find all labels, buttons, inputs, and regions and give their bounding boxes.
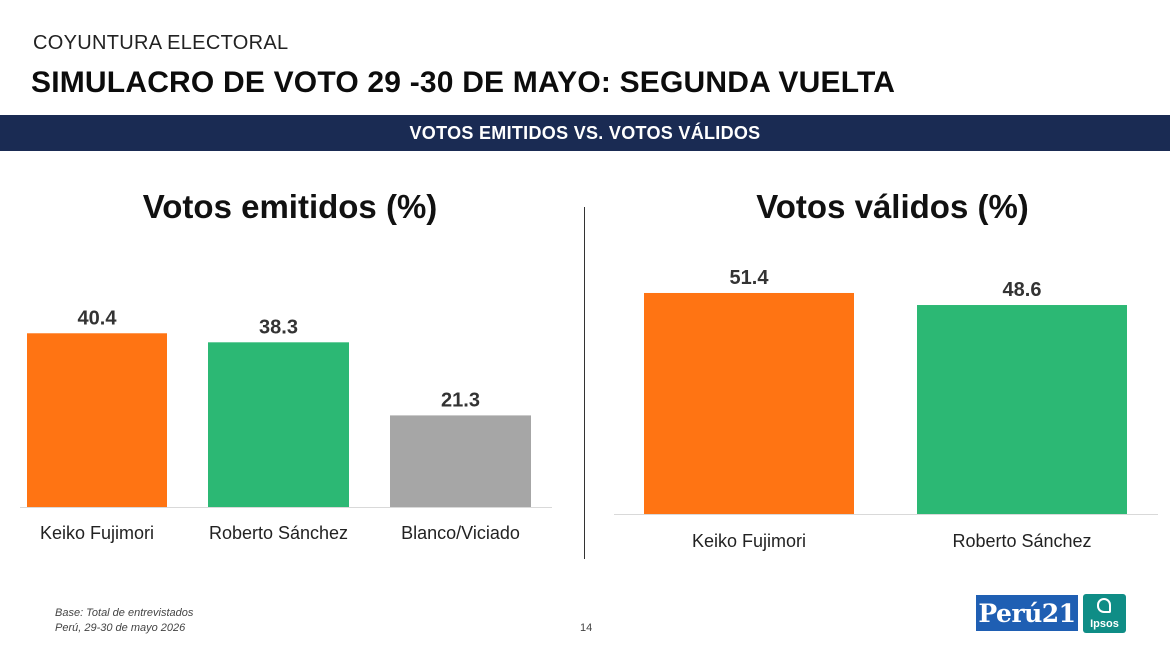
section-band: VOTOS EMITIDOS VS. VOTOS VÁLIDOS — [0, 115, 1170, 151]
page-number: 14 — [580, 622, 593, 634]
data-label-validos-2: 48.6 — [1003, 279, 1042, 301]
category-label-validos-2: Roberto Sánchez — [952, 531, 1091, 551]
data-label-emitidos-3: 21.3 — [441, 389, 480, 411]
chart-title-emitidos: Votos emitidos (%) — [142, 188, 438, 225]
bar-emitidos-1 — [27, 333, 167, 507]
section-band-label: VOTOS EMITIDOS VS. VOTOS VÁLIDOS — [409, 122, 761, 143]
ipsos-logo-text: Ipsos — [1090, 618, 1119, 630]
chart-title-validos: Votos válidos (%) — [756, 188, 1029, 225]
bar-validos-1 — [644, 292, 854, 514]
bar-emitidos-3 — [390, 415, 531, 507]
ipsos-logo: Ipsos — [1083, 594, 1126, 633]
ipsos-mark-icon — [1097, 598, 1111, 613]
footnote-base: Base: Total de entrevistados — [55, 607, 194, 619]
category-label-validos-1: Keiko Fujimori — [692, 531, 806, 551]
panel-divider — [584, 207, 585, 559]
footnote: Base: Total de entrevistados Perú, 29-30… — [55, 606, 193, 636]
data-label-emitidos-2: 38.3 — [259, 316, 298, 338]
category-label-emitidos-1: Keiko Fujimori — [40, 523, 154, 543]
category-label-emitidos-2: Roberto Sánchez — [209, 523, 348, 543]
footnote-date: Perú, 29-30 de mayo 2026 — [55, 622, 186, 634]
slide-title: SIMULACRO DE VOTO 29 -30 DE MAYO: SEGUND… — [31, 66, 896, 99]
peru21-logo: Perú21 — [976, 595, 1078, 631]
peru21-logo-text: Perú21 — [978, 598, 1076, 628]
data-label-emitidos-1: 40.4 — [78, 307, 118, 329]
supertitle: COYUNTURA ELECTORAL — [33, 32, 289, 54]
data-label-validos-1: 51.4 — [730, 267, 770, 289]
bar-validos-2 — [917, 305, 1127, 514]
category-label-emitidos-3: Blanco/Viciado — [401, 523, 520, 543]
bar-emitidos-2 — [208, 342, 349, 507]
